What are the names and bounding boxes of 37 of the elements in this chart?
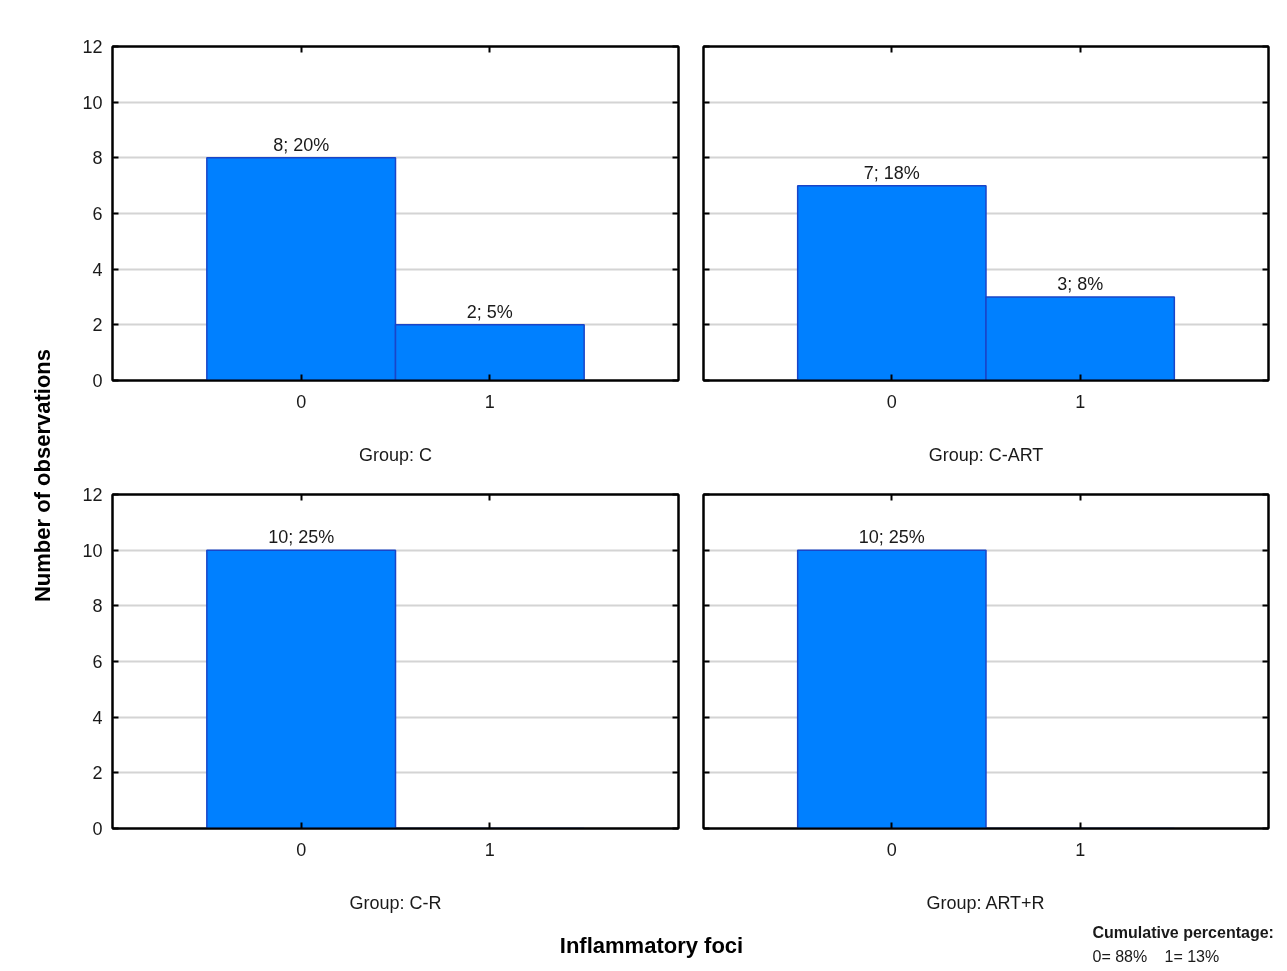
text: Group: C (358, 444, 433, 465)
x-tick-label: 0 (886, 391, 897, 412)
x-tick-label: 0 (296, 839, 307, 860)
x-axis-title: Inflammatory foci (559, 933, 744, 958)
x-tick-label: 0 (296, 391, 307, 412)
data-label: 3; 8% (1057, 274, 1104, 294)
y-tick-label: 4 (92, 259, 103, 280)
data-label: 10; 25% (268, 527, 335, 548)
y-tick-label: 6 (92, 652, 103, 672)
x-tick-label: 1 (1075, 839, 1086, 860)
data-label: 2; 5% (466, 301, 513, 322)
x-tick-label: 1 (484, 391, 495, 412)
data-label: 8; 20% (273, 134, 330, 155)
y-tick-label: 4 (92, 707, 103, 728)
y-tick-label: 0 (92, 371, 103, 391)
y-tick-label: 12 (82, 485, 103, 505)
y-tick-label: 8 (92, 148, 103, 169)
x-tick-label: 1 (484, 839, 495, 860)
text: 0= 88% (1092, 947, 1148, 965)
y-tick-label: 8 (92, 596, 103, 617)
y-axis-title: Number of observations (30, 348, 55, 603)
y-tick-label: 10 (82, 92, 103, 113)
y-tick-label: 0 (92, 819, 103, 839)
data-label: 10; 25% (858, 527, 925, 548)
data-label: 7; 18% (863, 162, 920, 183)
y-tick-label: 12 (82, 37, 103, 57)
y-tick-label: 10 (82, 540, 103, 561)
x-tick-label: 0 (886, 839, 897, 860)
text: Group: C-ART (928, 444, 1044, 465)
y-tick-label: 2 (92, 763, 103, 784)
x-tick-label: 1 (1075, 391, 1086, 412)
text: Group: ART+R (926, 892, 1045, 913)
y-tick-label: 2 (92, 315, 103, 336)
text: Group: C-R (349, 892, 442, 913)
text: 1= 13% (1164, 947, 1220, 965)
y-tick-label: 6 (92, 204, 103, 224)
text: Cumulative percentage: (1092, 923, 1274, 941)
